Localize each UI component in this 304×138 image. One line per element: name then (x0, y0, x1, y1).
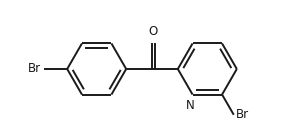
Text: N: N (186, 99, 195, 112)
Text: Br: Br (236, 108, 249, 121)
Text: O: O (149, 25, 158, 38)
Text: Br: Br (28, 63, 41, 75)
